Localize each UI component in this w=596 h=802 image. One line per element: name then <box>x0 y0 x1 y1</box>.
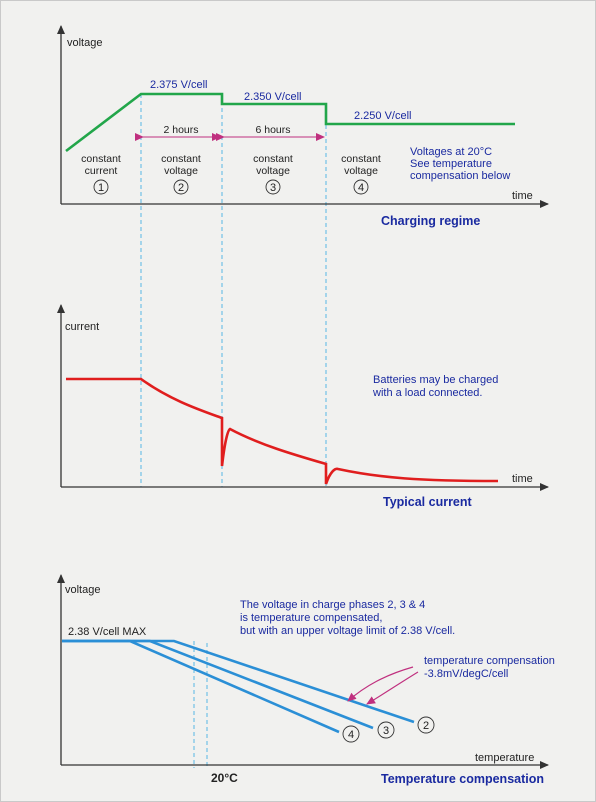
comp-label-1: temperature compensation <box>424 655 555 667</box>
temp-x-axis-label: temperature <box>475 752 534 764</box>
charging-regime-panel: voltage time 2.375 V/cell 2.350 V/cell 2… <box>57 25 549 228</box>
voltage-line <box>65 92 515 153</box>
voltage-note-2: See temperature <box>410 158 492 170</box>
svg-text:voltage: voltage <box>164 165 198 177</box>
svg-text:4: 4 <box>358 182 364 194</box>
phase-1-label: constant current 1 <box>81 153 121 195</box>
temp-note-3: but with an upper voltage limit of 2.38 … <box>240 625 455 637</box>
current-curve <box>66 377 499 485</box>
svg-text:voltage: voltage <box>256 165 290 177</box>
svg-text:1: 1 <box>98 182 104 194</box>
typical-current-title: Typical current <box>383 495 473 509</box>
typical-current-panel: current time Batteries may be charged wi… <box>57 304 549 509</box>
svg-text:4: 4 <box>348 729 354 741</box>
phase-2-label: constant voltage 2 <box>161 153 201 195</box>
current-y-axis-label: current <box>65 321 99 333</box>
svg-text:3: 3 <box>270 182 276 194</box>
voltage-note-3: compensation below <box>410 170 510 182</box>
compensation-line-2 <box>62 639 415 724</box>
max-voltage-label: 2.38 V/cell MAX <box>68 626 147 638</box>
charging-regime-title: Charging regime <box>381 214 480 228</box>
svg-text:constant: constant <box>341 153 381 165</box>
svg-text:constant: constant <box>81 153 121 165</box>
compensation-line-4 <box>62 639 340 734</box>
svg-text:constant: constant <box>161 153 201 165</box>
comp-arrow-2 <box>366 671 419 705</box>
line-number-3: 3 <box>377 721 395 739</box>
duration-6h: 6 hours <box>255 124 290 136</box>
level-2350: 2.350 V/cell <box>244 91 301 103</box>
temp-note-2: is temperature compensated, <box>240 612 382 624</box>
comp-label-2: -3.8mV/degC/cell <box>424 668 508 680</box>
line-number-2: 2 <box>417 716 435 734</box>
svg-text:voltage: voltage <box>344 165 378 177</box>
x-axis-label: time <box>512 190 533 202</box>
phase-4-label: constant voltage 4 <box>341 153 381 195</box>
compensation-line-3 <box>62 639 374 730</box>
svg-text:3: 3 <box>383 725 389 737</box>
phase-3-label: constant voltage 3 <box>253 153 293 195</box>
temp-note-1: The voltage in charge phases 2, 3 & 4 <box>240 599 425 611</box>
line-number-4: 4 <box>342 725 360 743</box>
temp-y-axis-label: voltage <box>65 584 100 596</box>
current-note-1: Batteries may be charged <box>373 374 498 386</box>
temp-20c-label: 20°C <box>211 771 238 785</box>
comp-arrow-1 <box>347 666 414 702</box>
y-axis-label: voltage <box>67 37 102 49</box>
level-2250: 2.250 V/cell <box>354 110 411 122</box>
temperature-compensation-panel: voltage temperature 2.38 V/cell MAX The … <box>57 574 555 786</box>
temperature-compensation-title: Temperature compensation <box>381 772 544 786</box>
voltage-note-1: Voltages at 20°C <box>410 146 492 158</box>
duration-2h: 2 hours <box>163 124 198 136</box>
current-note-2: with a load connected. <box>372 387 482 399</box>
svg-text:2: 2 <box>423 720 429 732</box>
current-x-axis-label: time <box>512 473 533 485</box>
svg-text:2: 2 <box>178 182 184 194</box>
svg-text:current: current <box>85 165 118 177</box>
level-2375: 2.375 V/cell <box>150 79 207 91</box>
svg-text:constant: constant <box>253 153 293 165</box>
